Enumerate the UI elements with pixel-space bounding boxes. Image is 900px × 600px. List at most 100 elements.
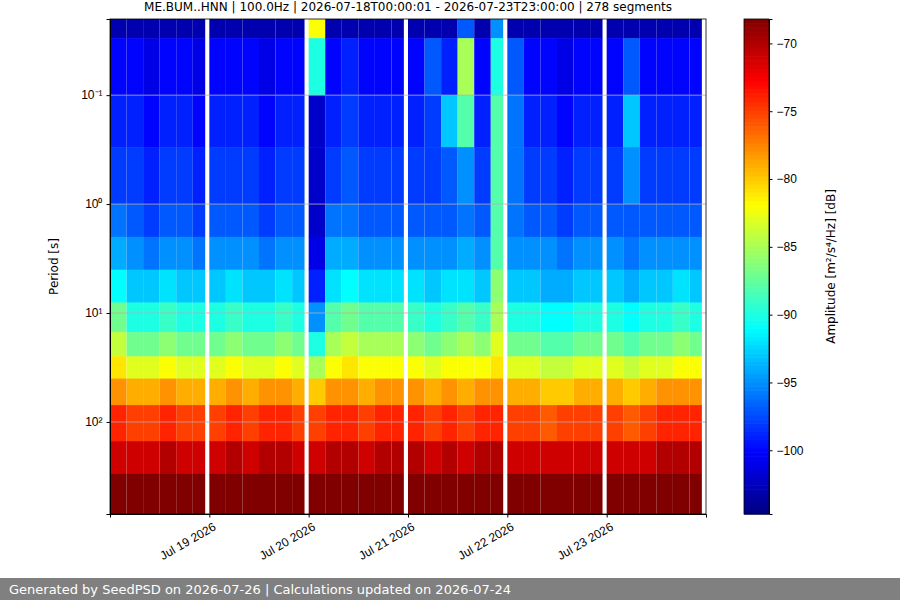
cell xyxy=(209,19,226,39)
cell xyxy=(143,95,160,147)
cell xyxy=(160,405,177,442)
cell xyxy=(325,95,342,147)
cell xyxy=(540,147,557,204)
cell xyxy=(292,379,304,406)
colorbar-swatch xyxy=(744,97,769,102)
cell xyxy=(358,95,375,147)
cell xyxy=(590,379,602,406)
cell xyxy=(640,441,657,474)
cell xyxy=(689,356,701,379)
cell xyxy=(507,379,524,406)
cell xyxy=(491,332,503,357)
cell xyxy=(325,19,342,39)
cell xyxy=(425,379,442,406)
cell xyxy=(358,270,375,303)
cell xyxy=(491,237,503,270)
cell xyxy=(524,270,541,303)
cell xyxy=(656,270,673,303)
cell xyxy=(242,270,259,303)
cell xyxy=(276,405,293,442)
cell xyxy=(160,302,177,332)
cell xyxy=(358,474,375,514)
cell xyxy=(391,332,403,357)
cell xyxy=(656,38,673,95)
colorbar-axis-line xyxy=(770,20,773,515)
colorbar-swatch xyxy=(744,333,769,338)
cell xyxy=(590,441,602,474)
x-tick-label: Jul 20 2026 xyxy=(257,520,318,563)
cell xyxy=(557,332,574,357)
cell xyxy=(689,237,701,270)
cell xyxy=(441,405,458,442)
cell xyxy=(226,19,243,39)
cell xyxy=(574,405,591,442)
colorbar-swatch xyxy=(744,89,769,94)
cell xyxy=(259,95,276,147)
cell xyxy=(574,95,591,147)
cell xyxy=(408,19,425,39)
cell xyxy=(143,405,160,442)
colorbar-swatch xyxy=(744,324,769,329)
colorbar-swatch xyxy=(744,23,769,28)
colorbar xyxy=(744,19,769,515)
y-tick-label: 10² xyxy=(85,415,102,429)
cell xyxy=(607,204,624,237)
cell xyxy=(640,237,657,270)
cell xyxy=(358,19,375,39)
y-axis: 10⁻¹10⁰10¹10² xyxy=(81,20,110,515)
colorbar-swatch xyxy=(744,69,769,74)
cell xyxy=(242,356,259,379)
colorbar-swatch xyxy=(744,353,769,358)
colorbar-swatch xyxy=(744,250,769,255)
cell xyxy=(425,405,442,442)
cell xyxy=(276,379,293,406)
colorbar-swatch xyxy=(744,172,769,177)
cell xyxy=(540,332,557,357)
cell xyxy=(358,302,375,332)
cell xyxy=(524,302,541,332)
cell xyxy=(673,379,690,406)
cell xyxy=(160,441,177,474)
cell xyxy=(507,474,524,514)
y-tick-label: 10¹ xyxy=(85,306,102,320)
cell xyxy=(342,441,359,474)
colorbar-swatch xyxy=(744,320,769,325)
colorbar-swatch xyxy=(744,163,769,168)
cell xyxy=(127,302,144,332)
colorbar-swatch xyxy=(744,283,769,288)
footer: Generated by SeedPSD on 2026-07-26 | Cal… xyxy=(9,582,511,597)
cell xyxy=(391,204,403,237)
colorbar-swatch xyxy=(744,44,769,49)
cell xyxy=(408,302,425,332)
cell xyxy=(325,147,342,204)
colorbar-swatch xyxy=(744,415,769,420)
cell xyxy=(325,237,342,270)
cell xyxy=(242,19,259,39)
cell xyxy=(193,147,205,204)
cell xyxy=(276,204,293,237)
colorbar-swatch xyxy=(744,242,769,247)
colorbar-swatch xyxy=(744,135,769,140)
colorbar-tick: −70 xyxy=(769,37,797,51)
cell xyxy=(226,147,243,204)
y-axis-title: Period [s] xyxy=(47,238,61,295)
cell xyxy=(127,379,144,406)
cell xyxy=(673,237,690,270)
cell xyxy=(540,204,557,237)
footer-bar xyxy=(0,578,900,600)
cell xyxy=(342,147,359,204)
cell xyxy=(292,474,304,514)
x-tick-mark xyxy=(309,514,310,518)
cell xyxy=(193,441,205,474)
cell xyxy=(375,356,392,379)
cell xyxy=(226,270,243,303)
cell xyxy=(574,379,591,406)
colorbar-swatch xyxy=(744,258,769,263)
colorbar-swatch xyxy=(744,498,769,503)
cell xyxy=(524,405,541,442)
cell xyxy=(259,38,276,95)
colorbar-swatch xyxy=(744,93,769,98)
cell xyxy=(590,356,602,379)
colorbar-swatch xyxy=(744,370,769,375)
cell xyxy=(292,19,304,39)
